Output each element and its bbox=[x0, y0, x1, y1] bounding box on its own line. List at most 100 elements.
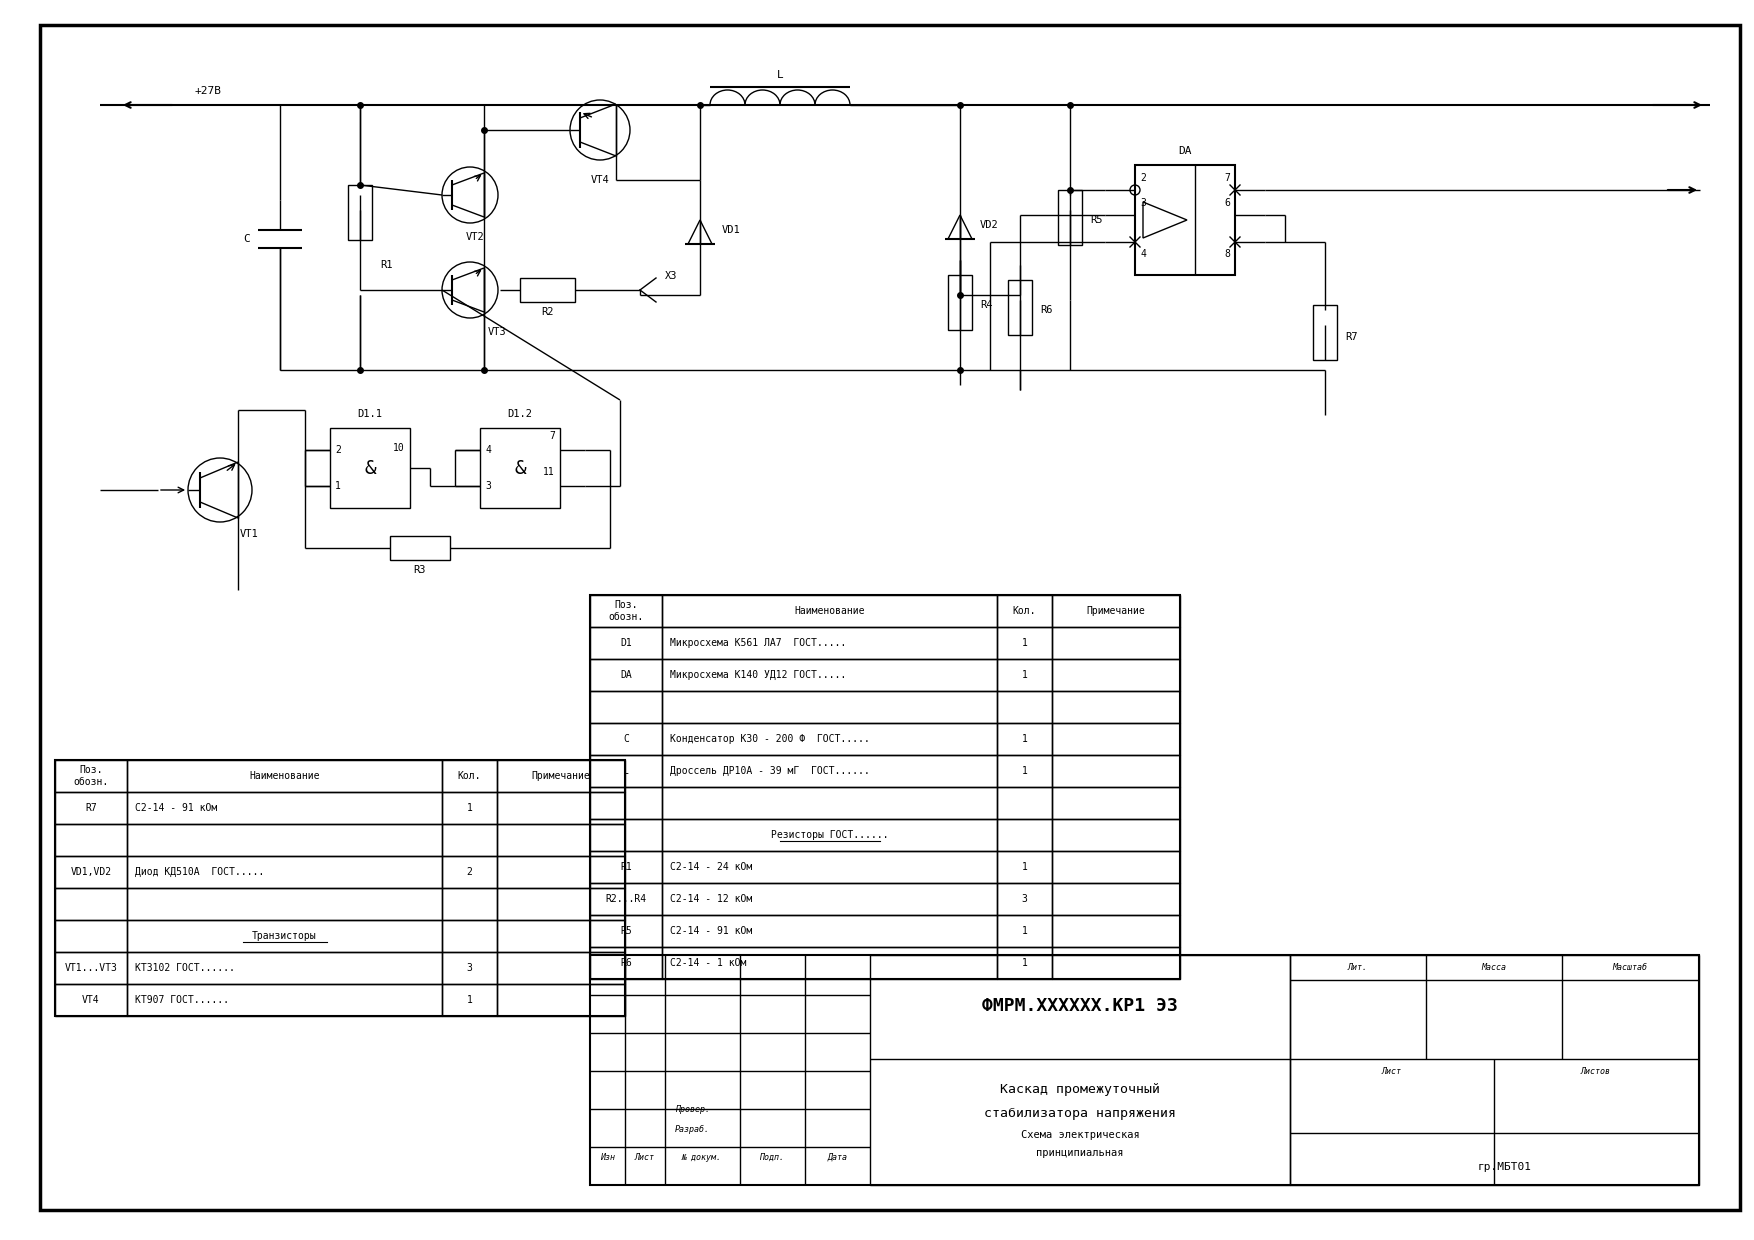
Bar bbox=[54, 920, 126, 952]
Bar bbox=[126, 920, 442, 952]
Bar bbox=[330, 428, 410, 508]
Bar bbox=[442, 760, 496, 792]
Bar bbox=[589, 955, 1700, 1185]
Bar bbox=[1052, 755, 1180, 787]
Bar bbox=[589, 787, 661, 818]
Text: Разраб.: Разраб. bbox=[675, 1125, 710, 1133]
Text: 1: 1 bbox=[1021, 670, 1028, 680]
Bar bbox=[996, 595, 1052, 627]
Text: DA: DA bbox=[1179, 146, 1191, 156]
Text: Дата: Дата bbox=[828, 1152, 847, 1162]
Text: Изн: Изн bbox=[600, 1152, 616, 1162]
Text: 2: 2 bbox=[335, 445, 340, 455]
Text: R6: R6 bbox=[621, 959, 631, 968]
Bar bbox=[1052, 818, 1180, 851]
Text: VD1,VD2: VD1,VD2 bbox=[70, 867, 112, 877]
Text: R1: R1 bbox=[621, 862, 631, 872]
Bar bbox=[589, 818, 661, 851]
Text: 1: 1 bbox=[1021, 639, 1028, 649]
Bar bbox=[496, 920, 624, 952]
Bar bbox=[1052, 658, 1180, 691]
Text: 1: 1 bbox=[1021, 862, 1028, 872]
Text: 1: 1 bbox=[335, 481, 340, 491]
Text: Лист: Лист bbox=[1382, 1066, 1401, 1075]
Bar bbox=[661, 915, 996, 947]
Bar bbox=[54, 888, 126, 920]
Bar bbox=[496, 760, 624, 792]
Bar bbox=[589, 658, 661, 691]
Bar bbox=[661, 755, 996, 787]
Text: 7: 7 bbox=[1224, 174, 1230, 184]
Text: Примечание: Примечание bbox=[531, 771, 591, 781]
Bar bbox=[496, 825, 624, 856]
Text: VT1...VT3: VT1...VT3 bbox=[65, 963, 118, 973]
Bar bbox=[870, 955, 1289, 1185]
Bar bbox=[1052, 787, 1180, 818]
Text: 6: 6 bbox=[1224, 198, 1230, 208]
Bar bbox=[589, 755, 661, 787]
Text: VT4: VT4 bbox=[591, 175, 609, 185]
Text: 4: 4 bbox=[486, 445, 491, 455]
Text: 2: 2 bbox=[1140, 174, 1145, 184]
Text: Схема электрическая: Схема электрическая bbox=[1021, 1130, 1140, 1140]
Text: стабилизатора напряжения: стабилизатора напряжения bbox=[984, 1106, 1175, 1120]
Bar bbox=[1289, 955, 1700, 1185]
Bar bbox=[519, 278, 575, 303]
Text: Каскад промежуточный: Каскад промежуточный bbox=[1000, 1084, 1159, 1096]
Bar bbox=[996, 818, 1052, 851]
Text: L: L bbox=[623, 766, 630, 776]
Bar bbox=[661, 595, 996, 627]
Bar bbox=[54, 985, 126, 1016]
Text: VT3: VT3 bbox=[488, 327, 507, 337]
Bar bbox=[126, 760, 442, 792]
Bar bbox=[54, 760, 624, 1016]
Text: 1: 1 bbox=[1021, 766, 1028, 776]
Text: Микросхема К140 УД12 ГОСТ.....: Микросхема К140 УД12 ГОСТ..... bbox=[670, 670, 845, 680]
Text: Резисторы ГОСТ......: Резисторы ГОСТ...... bbox=[770, 830, 888, 839]
Text: гр.МБТ01: гр.МБТ01 bbox=[1477, 1162, 1531, 1172]
Bar bbox=[589, 947, 661, 980]
Bar bbox=[54, 792, 126, 825]
Text: VD1: VD1 bbox=[723, 224, 740, 236]
Text: принципиальная: принципиальная bbox=[1037, 1148, 1124, 1158]
Text: Провер.: Провер. bbox=[675, 1105, 710, 1114]
Text: 3: 3 bbox=[1021, 894, 1028, 904]
Text: Масштаб: Масштаб bbox=[1612, 962, 1647, 971]
Text: Примечание: Примечание bbox=[1087, 606, 1145, 616]
Bar bbox=[1052, 947, 1180, 980]
Text: R4: R4 bbox=[980, 300, 993, 310]
Text: КТ907 ГОСТ......: КТ907 ГОСТ...... bbox=[135, 994, 230, 1004]
Bar bbox=[996, 627, 1052, 658]
Text: 10: 10 bbox=[393, 443, 405, 453]
Text: R2...R4: R2...R4 bbox=[605, 894, 647, 904]
Text: C: C bbox=[623, 734, 630, 744]
Text: С2-14 - 1 кОм: С2-14 - 1 кОм bbox=[670, 959, 747, 968]
Bar bbox=[1052, 595, 1180, 627]
Text: R5: R5 bbox=[621, 926, 631, 936]
Bar bbox=[589, 595, 661, 627]
Text: 1: 1 bbox=[1021, 959, 1028, 968]
Bar bbox=[661, 691, 996, 723]
Bar bbox=[126, 952, 442, 985]
Text: VD2: VD2 bbox=[980, 219, 998, 229]
Bar bbox=[996, 947, 1052, 980]
Text: № докум.: № докум. bbox=[682, 1152, 723, 1162]
Text: 1: 1 bbox=[467, 804, 472, 813]
Bar bbox=[1058, 190, 1082, 246]
Text: 2: 2 bbox=[467, 867, 472, 877]
Bar bbox=[1052, 723, 1180, 755]
Bar bbox=[1052, 915, 1180, 947]
Text: 1: 1 bbox=[467, 994, 472, 1004]
Text: DA: DA bbox=[621, 670, 631, 680]
Bar bbox=[661, 627, 996, 658]
Bar bbox=[996, 755, 1052, 787]
Bar bbox=[589, 595, 1180, 980]
Bar bbox=[54, 760, 126, 792]
Bar bbox=[481, 428, 560, 508]
Text: Кол.: Кол. bbox=[458, 771, 481, 781]
Text: L: L bbox=[777, 69, 784, 81]
Text: Наименование: Наименование bbox=[249, 771, 319, 781]
Bar bbox=[496, 952, 624, 985]
Text: Лист: Лист bbox=[635, 1152, 654, 1162]
Bar bbox=[442, 888, 496, 920]
